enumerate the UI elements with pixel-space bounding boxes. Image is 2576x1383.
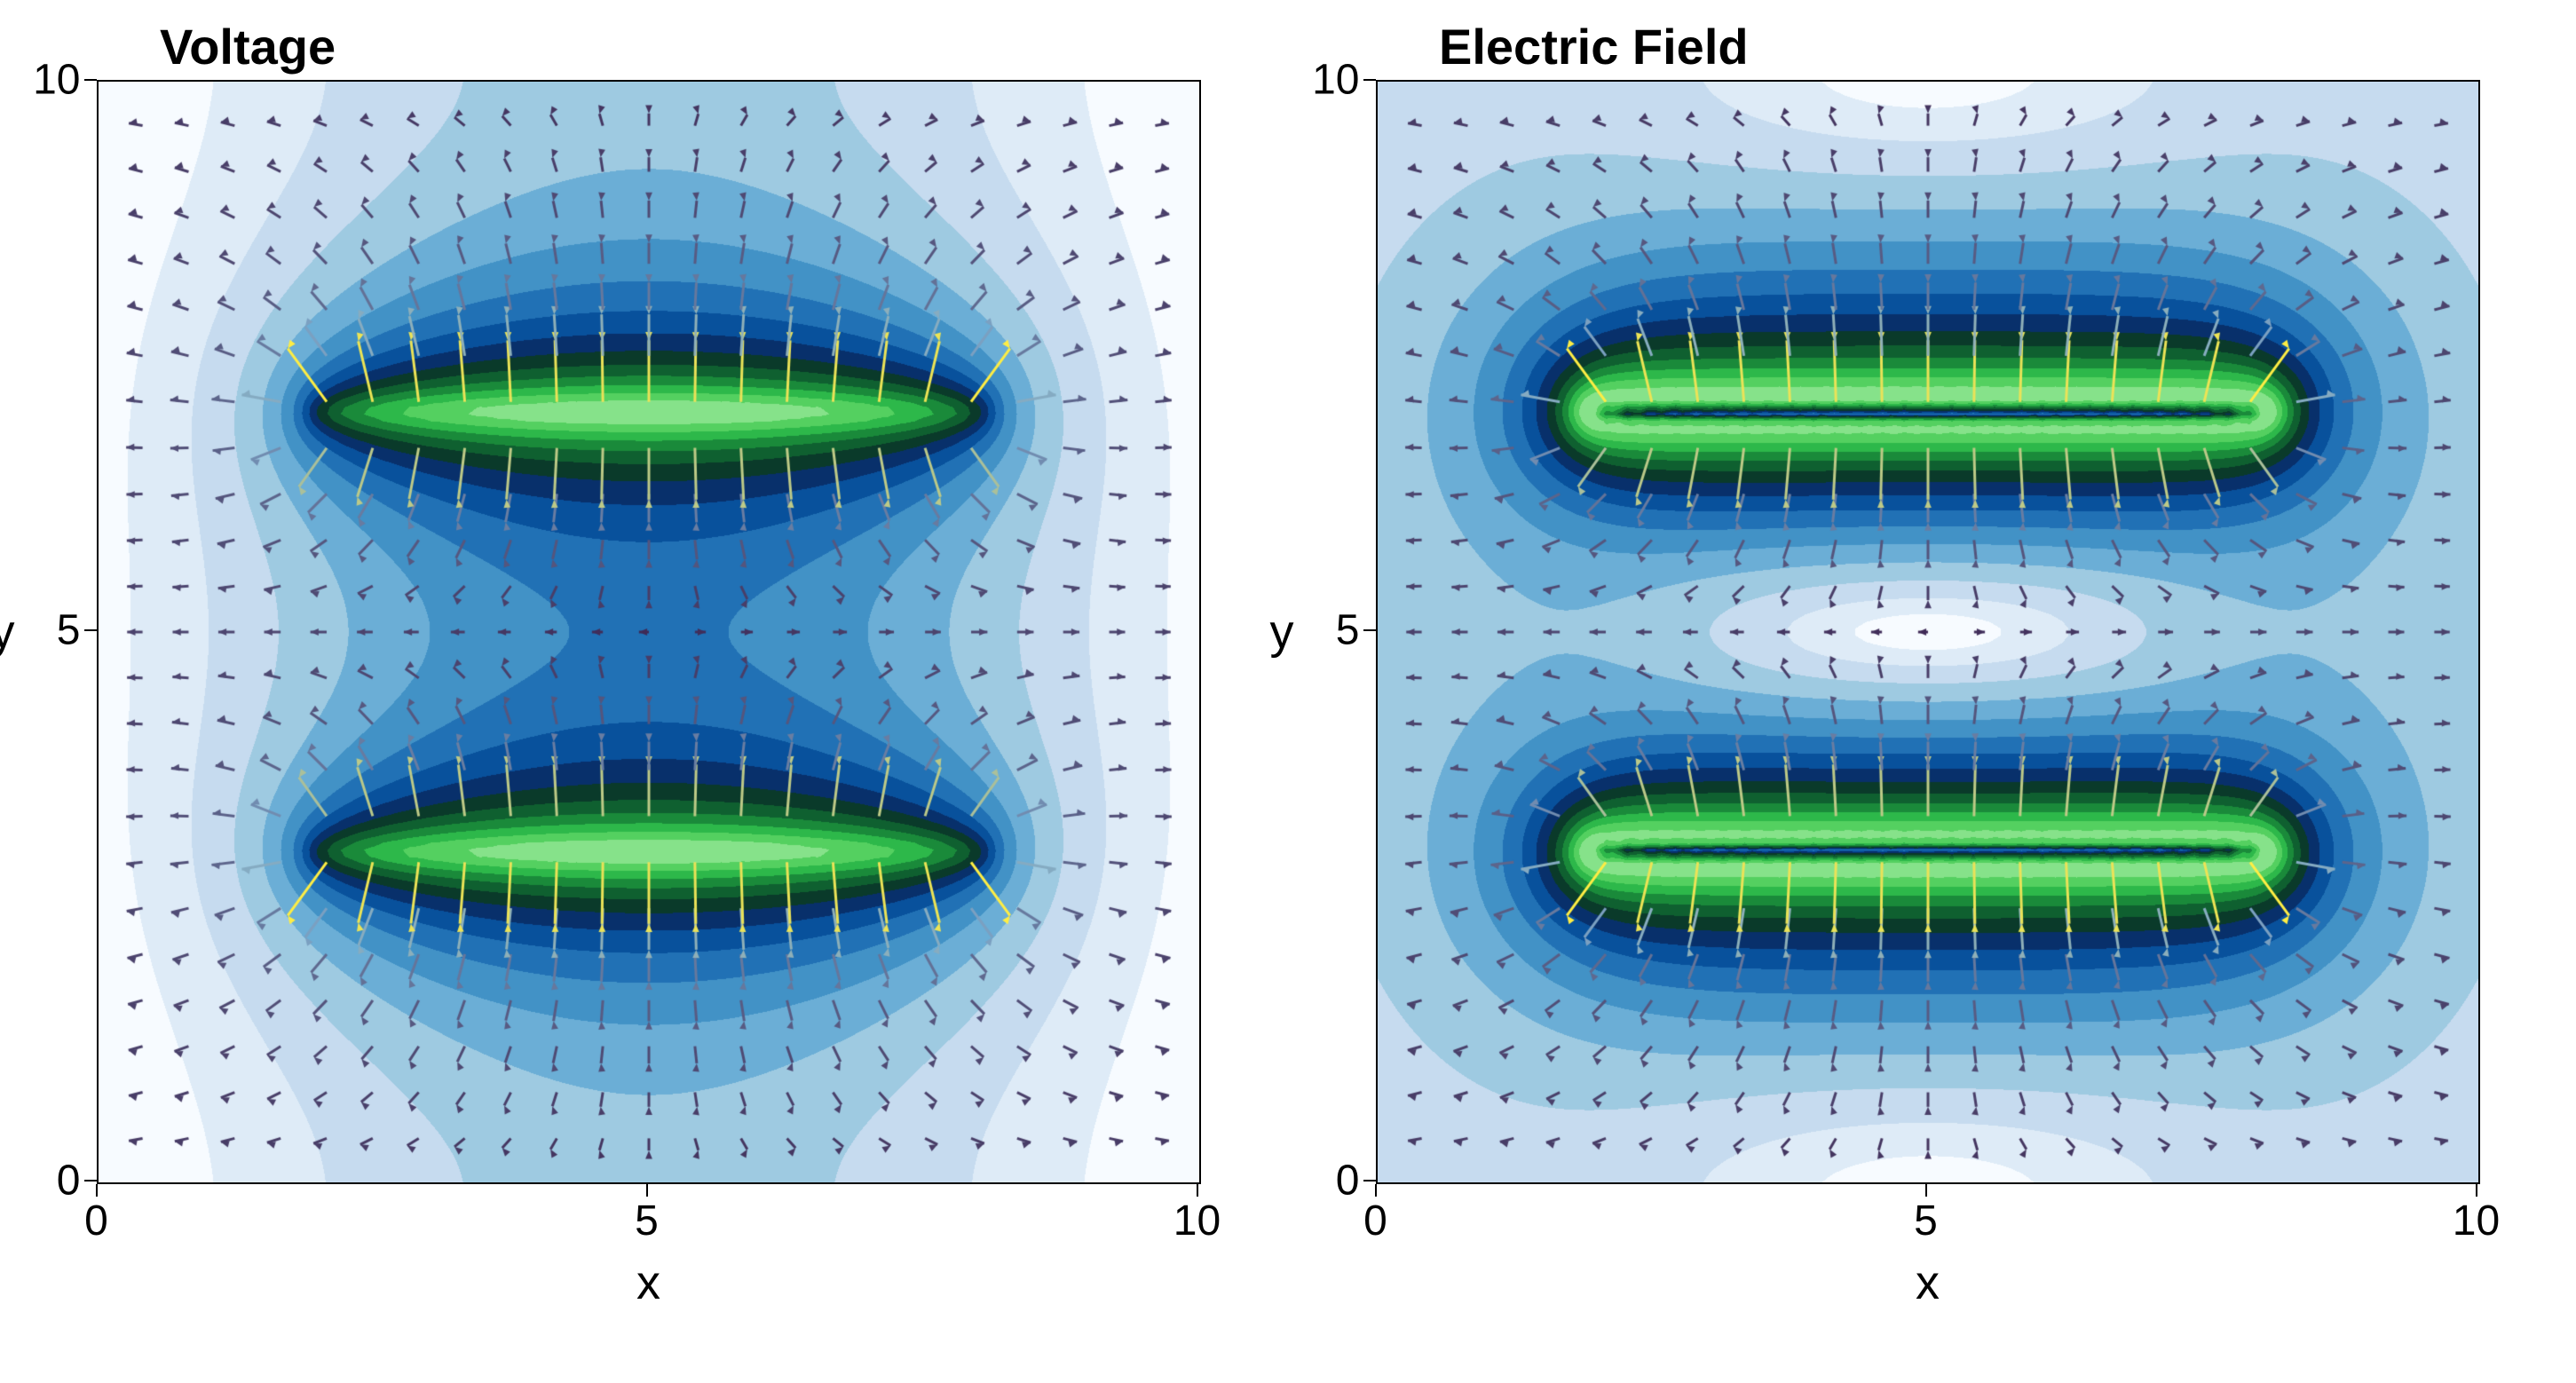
ytick: 10 [1312, 56, 1359, 105]
panel-voltage: Voltage 05100510yx [18, 18, 1279, 1347]
ytick-mark [1363, 79, 1376, 81]
xtick-mark [2476, 1184, 2477, 1197]
xtick: 10 [1173, 1197, 1221, 1245]
ytick-mark [1363, 629, 1376, 631]
plot-canvas-voltage [97, 80, 1201, 1184]
ytick: 0 [1336, 1157, 1360, 1205]
x-axis-label: x [1916, 1255, 1940, 1310]
plot-canvas-efield [1376, 80, 2480, 1184]
panel-title-efield: Electric Field [1439, 18, 1749, 75]
xtick-mark [1375, 1184, 1377, 1197]
xtick: 10 [2453, 1197, 2500, 1245]
panel-efield: Electric Field 05100510yx [1297, 18, 2558, 1347]
ytick-mark [84, 1180, 97, 1181]
xtick-mark [96, 1184, 98, 1197]
y-axis-label: y [0, 605, 15, 660]
axes-efield: 05100510yx [1376, 80, 2480, 1184]
panel-title-voltage: Voltage [160, 18, 336, 75]
ytick: 5 [57, 606, 81, 655]
ytick-mark [84, 79, 97, 81]
x-axis-label: x [636, 1255, 660, 1310]
xtick-mark [1197, 1184, 1198, 1197]
ytick-mark [84, 629, 97, 631]
xtick-mark [1925, 1184, 1927, 1197]
ytick: 10 [33, 56, 80, 105]
ytick: 5 [1336, 606, 1360, 655]
figure: Voltage 05100510yx Electric Field 051005… [0, 0, 2576, 1383]
axes-voltage: 05100510yx [97, 80, 1201, 1184]
ytick: 0 [57, 1157, 81, 1205]
xtick: 5 [635, 1197, 659, 1245]
xtick: 0 [84, 1197, 108, 1245]
xtick: 0 [1363, 1197, 1387, 1245]
xtick: 5 [1914, 1197, 1938, 1245]
y-axis-label: y [1270, 605, 1294, 660]
xtick-mark [646, 1184, 648, 1197]
ytick-mark [1363, 1180, 1376, 1181]
